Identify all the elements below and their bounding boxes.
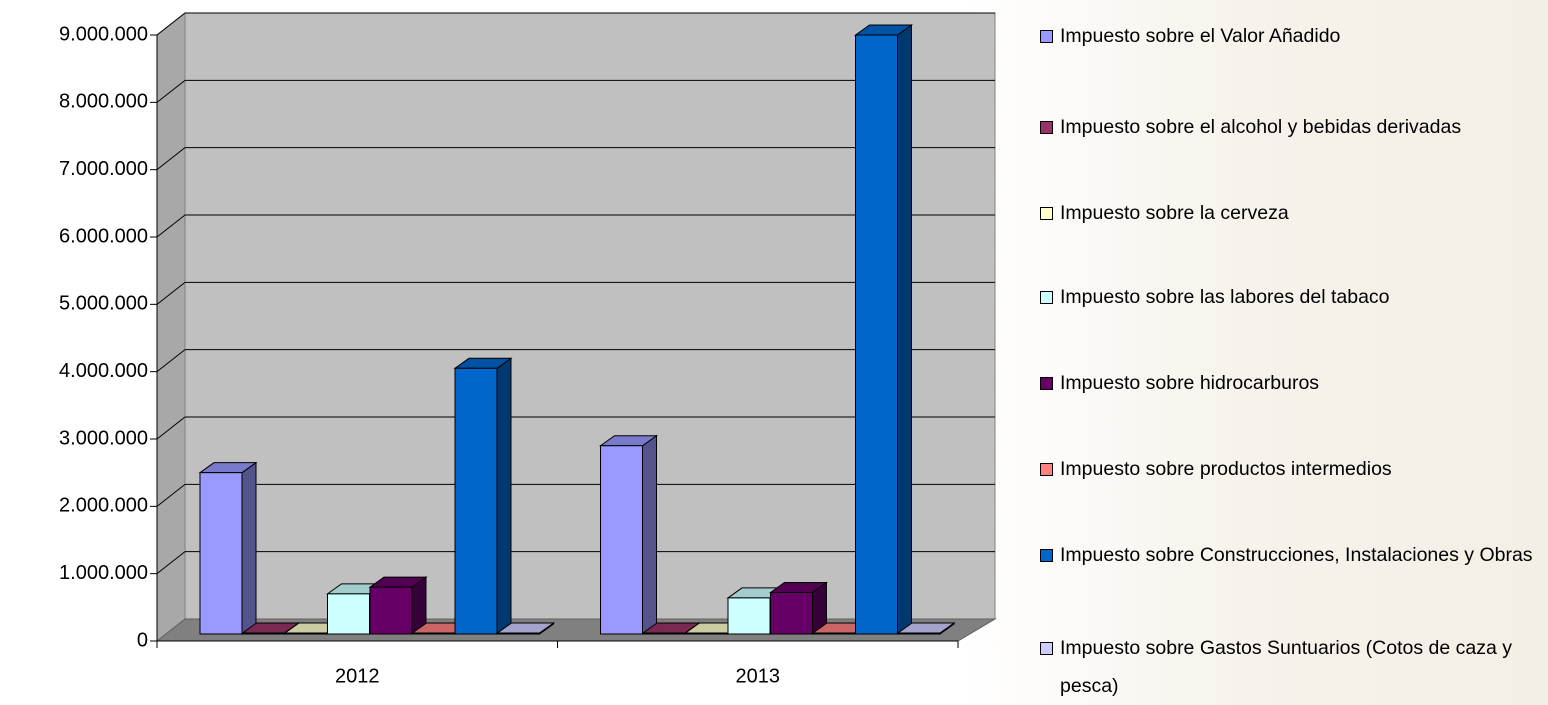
legend: Impuesto sobre el Valor Añadido Impuesto … [1040, 0, 1546, 697]
grid-line-side [156, 147, 186, 171]
grid-line-side [156, 416, 186, 440]
y-tick-label: 8.000.000 [59, 91, 148, 113]
side-wall [156, 11, 186, 643]
legend-label: Impuesto sobre el alcohol y bebidas deri… [1060, 116, 1462, 138]
x-tick-label: 2013 [736, 665, 781, 687]
y-tick-label: 9.000.000 [59, 23, 148, 45]
chart: 0 1.000.000 2.000.000 3.000.000 4.000.000 5.0… [59, 11, 997, 687]
bar [897, 632, 941, 635]
legend-label: Impuesto sobre la cerveza [1060, 202, 1289, 224]
legend-label: Impuesto sobre hidrocarburos [1060, 372, 1320, 394]
grid-line-side [156, 214, 186, 238]
y-tick-label: 7.000.000 [59, 158, 148, 180]
grid-line-side [156, 483, 186, 507]
grid-line-side [156, 79, 186, 103]
bar [369, 586, 413, 635]
legend-swatch [1040, 377, 1053, 390]
grid-line-side [156, 551, 186, 575]
bar [727, 597, 771, 635]
legend-swatch [1040, 121, 1053, 134]
y-tick-label: 3.000.000 [59, 427, 148, 449]
y-tick-label: 4.000.000 [59, 360, 148, 382]
bar [199, 472, 243, 635]
y-tick-label: 5.000.000 [59, 293, 148, 315]
grid-line-side [156, 281, 186, 305]
y-tick-label: 0 [137, 629, 148, 651]
y-tick-label: 2.000.000 [59, 495, 148, 517]
bar [327, 593, 370, 635]
bar [497, 632, 540, 635]
bar [642, 632, 686, 635]
bar [770, 592, 813, 635]
grid-line-side [156, 12, 186, 36]
legend-swatch [1040, 463, 1053, 476]
bar [242, 632, 285, 635]
legend-label: Impuesto sobre Gastos Suntuarios (Cotos … [1060, 637, 1512, 697]
legend-label: Impuesto sobre productos intermedios [1060, 458, 1392, 480]
legend-swatch [1040, 207, 1053, 220]
y-tick-label: 1.000.000 [59, 562, 148, 584]
bar-side [241, 461, 257, 635]
y-tick-label: 6.000.000 [59, 225, 148, 247]
grid-line-side [156, 349, 186, 373]
bar [855, 34, 898, 635]
legend-swatch [1040, 291, 1053, 304]
bar [412, 632, 455, 635]
legend-swatch [1040, 30, 1053, 43]
legend-label: Impuesto sobre Construcciones, Instalaci… [1060, 544, 1533, 566]
bar [685, 632, 728, 635]
bar [812, 632, 856, 635]
bar-side [642, 434, 657, 635]
bar [284, 632, 328, 635]
legend-label: Impuesto sobre el Valor Añadido [1060, 25, 1341, 47]
x-tick-label: 2012 [335, 665, 380, 687]
legend-swatch [1040, 549, 1053, 562]
bar [454, 367, 498, 635]
bar-side [496, 357, 512, 635]
legend-label: Impuesto sobre las labores del tabaco [1060, 286, 1390, 308]
bar-side [897, 24, 912, 635]
legend-swatch [1040, 642, 1053, 655]
bar [600, 445, 643, 635]
